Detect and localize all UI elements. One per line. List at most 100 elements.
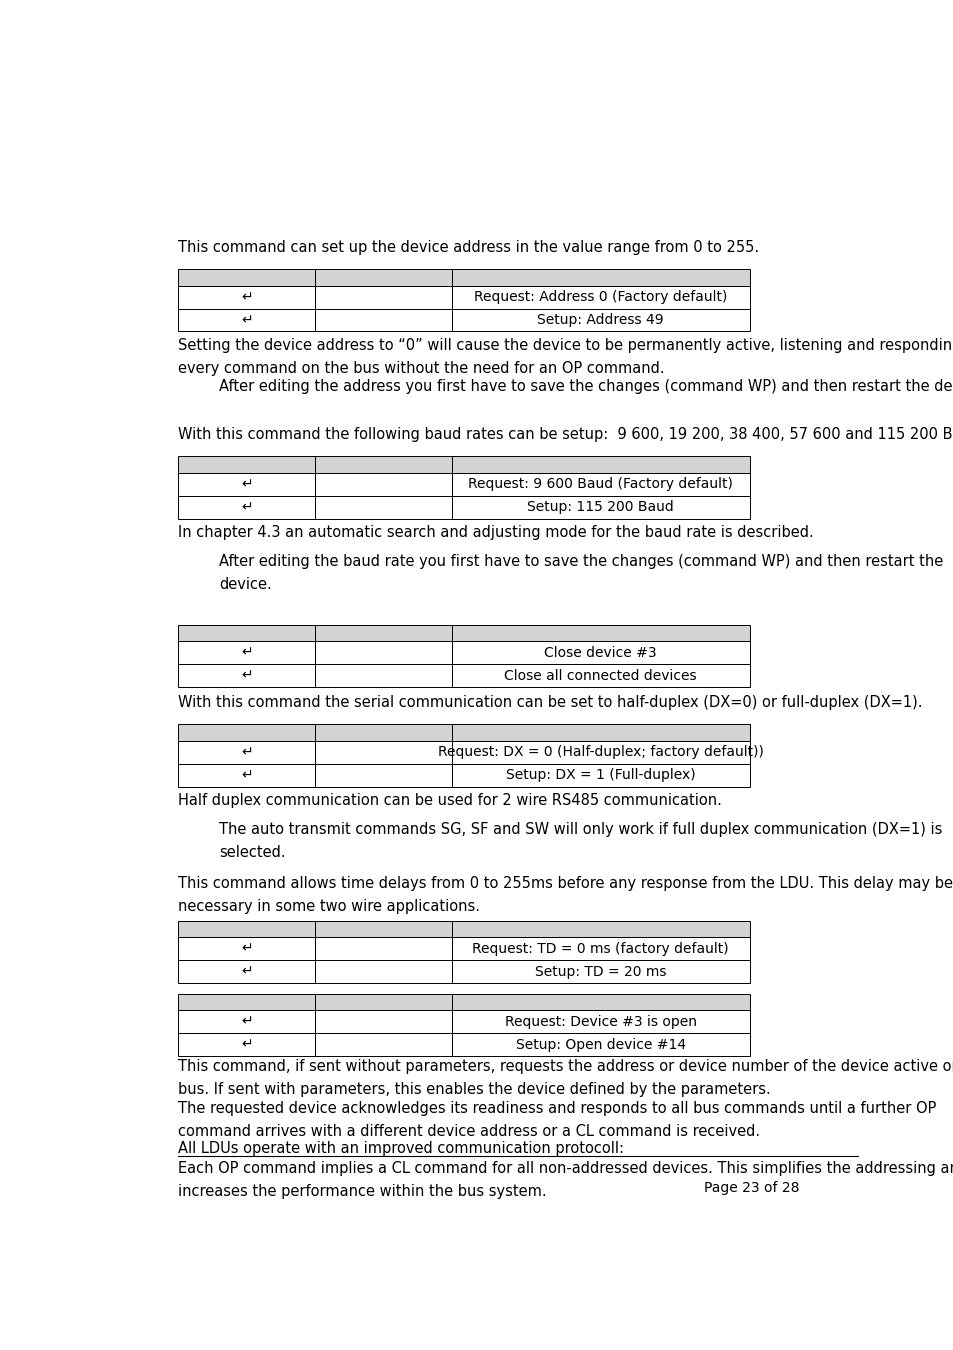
Bar [314,641,451,664]
Bar [178,725,314,741]
Text: necessary in some two wire applications.: necessary in some two wire applications. [178,899,480,914]
Bar [314,309,451,332]
Bar [451,269,749,286]
Bar [451,921,749,937]
Bar [314,741,451,764]
Text: increases the performance within the bus system.: increases the performance within the bus… [178,1184,546,1199]
Bar [314,269,451,286]
Bar [451,664,749,687]
Text: After editing the baud rate you first have to save the changes (command WP) and : After editing the baud rate you first ha… [219,554,943,568]
Text: ↵: ↵ [241,768,253,782]
Text: Setup: Address 49: Setup: Address 49 [537,313,663,327]
Text: ↵: ↵ [241,965,253,979]
Text: The auto transmit commands SG, SF and SW will only work if full duplex communica: The auto transmit commands SG, SF and SW… [219,822,942,837]
Bar [178,495,314,518]
Bar [178,309,314,332]
Text: With this command the following baud rates can be setup:  9 600, 19 200, 38 400,: With this command the following baud rat… [178,427,953,441]
Bar [178,921,314,937]
Bar [178,994,314,1010]
Bar [451,1010,749,1033]
Text: Half duplex communication can be used for 2 wire RS485 communication.: Half duplex communication can be used fo… [178,792,721,809]
Bar [314,994,451,1010]
Bar [178,456,314,472]
Bar [178,664,314,687]
Text: ↵: ↵ [241,290,253,304]
Bar [178,937,314,960]
Bar [451,937,749,960]
Bar [314,495,451,518]
Bar [178,269,314,286]
Bar [451,960,749,983]
Text: The requested device acknowledges its readiness and responds to all bus commands: The requested device acknowledges its re… [178,1100,936,1115]
Bar [178,472,314,495]
Text: All LDUs operate with an improved communication protocoll:: All LDUs operate with an improved commun… [178,1141,624,1156]
Text: ↵: ↵ [241,500,253,514]
Text: Setup: Open device #14: Setup: Open device #14 [516,1038,685,1052]
Text: After editing the address you first have to save the changes (command WP) and th: After editing the address you first have… [219,379,953,394]
Bar [451,472,749,495]
Bar [451,641,749,664]
Bar [314,1033,451,1056]
Bar [178,960,314,983]
Bar [314,456,451,472]
Bar [451,495,749,518]
Bar [451,764,749,787]
Bar [314,1010,451,1033]
Bar [451,625,749,641]
Bar [178,1010,314,1033]
Bar [451,309,749,332]
Text: Close device #3: Close device #3 [544,645,657,660]
Text: ↵: ↵ [241,313,253,327]
Bar [178,741,314,764]
Bar [314,937,451,960]
Text: This command, if sent without parameters, requests the address or device number : This command, if sent without parameters… [178,1060,953,1075]
Bar [451,741,749,764]
Bar [314,625,451,641]
Bar [314,921,451,937]
Bar [451,725,749,741]
Text: bus. If sent with parameters, this enables the device defined by the parameters.: bus. If sent with parameters, this enabl… [178,1081,770,1098]
Bar [178,625,314,641]
Text: selected.: selected. [219,845,285,860]
Text: ↵: ↵ [241,645,253,660]
Text: This command can set up the device address in the value range from 0 to 255.: This command can set up the device addre… [178,240,759,255]
Bar [178,1033,314,1056]
Text: Request: Device #3 is open: Request: Device #3 is open [504,1015,696,1029]
Text: ↵: ↵ [241,1015,253,1029]
Text: Setup: 115 200 Baud: Setup: 115 200 Baud [527,500,674,514]
Text: In chapter 4.3 an automatic search and adjusting mode for the baud rate is descr: In chapter 4.3 an automatic search and a… [178,525,813,540]
Bar [314,764,451,787]
Text: Close all connected devices: Close all connected devices [504,668,697,683]
Bar [451,1033,749,1056]
Text: Setup: TD = 20 ms: Setup: TD = 20 ms [535,965,666,979]
Text: Request: 9 600 Baud (Factory default): Request: 9 600 Baud (Factory default) [468,478,733,491]
Text: ↵: ↵ [241,668,253,683]
Text: ↵: ↵ [241,1038,253,1052]
Text: Page 23 of 28: Page 23 of 28 [703,1181,799,1195]
Text: device.: device. [219,576,272,591]
Text: Setting the device address to “0” will cause the device to be permanently active: Setting the device address to “0” will c… [178,338,953,352]
Text: every command on the bus without the need for an OP command.: every command on the bus without the nee… [178,360,664,375]
Text: Request: Address 0 (Factory default): Request: Address 0 (Factory default) [474,290,726,304]
Bar [178,641,314,664]
Text: Setup: DX = 1 (Full-duplex): Setup: DX = 1 (Full-duplex) [505,768,695,782]
Text: ↵: ↵ [241,745,253,760]
Text: With this command the serial communication can be set to half-duplex (DX=0) or f: With this command the serial communicati… [178,695,922,710]
Bar [314,960,451,983]
Bar [314,725,451,741]
Text: Each OP command implies a CL command for all non-addressed devices. This simplif: Each OP command implies a CL command for… [178,1161,953,1176]
Text: Request: TD = 0 ms (factory default): Request: TD = 0 ms (factory default) [472,942,728,956]
Bar [178,286,314,309]
Bar [314,472,451,495]
Text: This command allows time delays from 0 to 255ms before any response from the LDU: This command allows time delays from 0 t… [178,876,952,891]
Text: ↵: ↵ [241,478,253,491]
Bar [314,664,451,687]
Bar [451,286,749,309]
Text: ↵: ↵ [241,942,253,956]
Bar [451,456,749,472]
Text: Request: DX = 0 (Half-duplex; factory default)): Request: DX = 0 (Half-duplex; factory de… [437,745,762,760]
Bar [178,764,314,787]
Bar [451,994,749,1010]
Text: command arrives with a different device address or a CL command is received.: command arrives with a different device … [178,1123,760,1138]
Bar [314,286,451,309]
